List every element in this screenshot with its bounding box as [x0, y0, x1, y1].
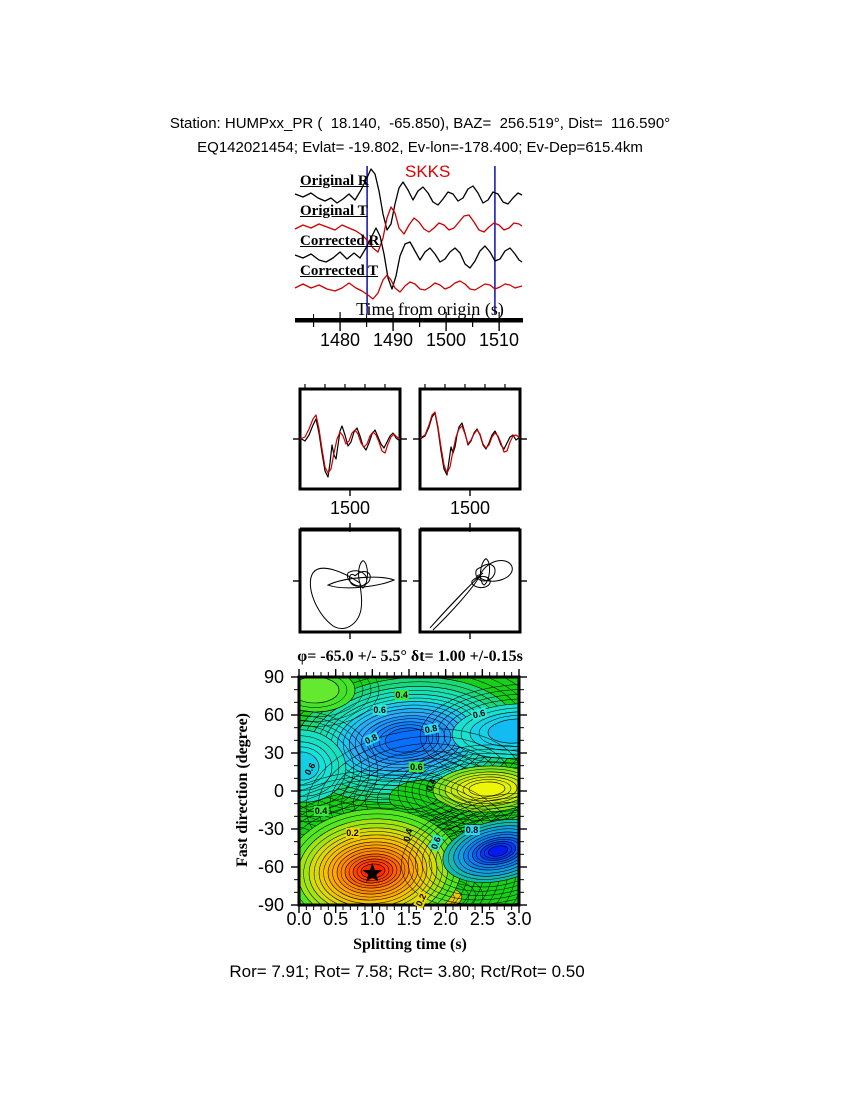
trace-label-corrected-r: Corrected R	[300, 233, 380, 249]
contour-ytick-label: 0	[273, 781, 284, 801]
time-tick-1480: 1480	[319, 330, 361, 350]
trace-label-original-r: Original R	[300, 173, 369, 189]
contour-level-label: 0.8	[464, 825, 480, 836]
contour-level-label: 0.2	[345, 827, 360, 838]
contour-level-label: 0.6	[409, 761, 424, 772]
phase-label: SKKS	[405, 162, 451, 181]
contour-xtick-label: 1.5	[396, 909, 422, 929]
contour-xtick-label: 0.0	[286, 909, 312, 929]
station-header-line: Station: HUMPxx_PR ( 18.140, -65.850), B…	[169, 115, 671, 132]
event-header-line: EQ142021454; Evlat= -19.802, Ev-lon=-178…	[197, 139, 643, 156]
waveform-section	[294, 166, 523, 331]
result-stats-line: Ror= 7.91; Rot= 7.58; Rct= 3.80; Rct/Rot…	[229, 962, 585, 981]
contour-xtick-label: 2.5	[469, 909, 495, 929]
contour-level-label: 0.4	[394, 689, 409, 700]
contour-ytick-label: 90	[263, 667, 284, 687]
contour-ytick-label: 60	[263, 705, 284, 725]
panel2-tick-label: 1500	[449, 498, 491, 518]
contour-xlabel: Splitting time (s)	[353, 936, 467, 953]
time-tick-1490: 1490	[372, 330, 414, 350]
time-axis-bar	[295, 318, 523, 323]
contour-level-label: 0.6	[372, 704, 387, 715]
time-tick-1500: 1500	[425, 330, 467, 350]
trace-label-original-t: Original T	[300, 203, 368, 219]
contour-xtick-label: 0.5	[323, 909, 349, 929]
contour-ytick-label: -30	[257, 819, 284, 839]
splitting-result-title: φ= -65.0 +/- 5.5° δt= 1.00 +/-0.15s	[297, 648, 523, 665]
trace-label-corrected-t: Corrected T	[300, 263, 379, 279]
best-fit-star	[362, 862, 383, 882]
contour-xtick-label: 3.0	[506, 909, 532, 929]
contour-level-label: 0.4	[313, 806, 329, 817]
time-tick-1510: 1510	[478, 330, 520, 350]
contour-xtick-label: 1.0	[359, 909, 385, 929]
contour-ytick-label: -60	[257, 857, 284, 877]
comparison-panels	[293, 384, 527, 532]
particle-motion-panels	[293, 523, 527, 639]
time-axis-title: Time from origin (s)	[356, 299, 504, 319]
contour-ytick-label: 30	[263, 743, 284, 763]
panel1-tick-label: 1500	[329, 498, 371, 518]
contour-xtick-label: 2.0	[433, 909, 459, 929]
contour-ytick-label: -90	[257, 895, 284, 915]
